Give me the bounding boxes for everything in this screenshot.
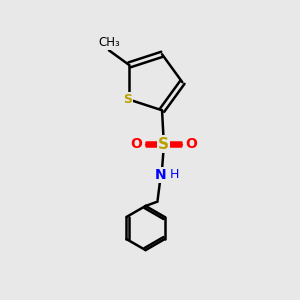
Text: O: O: [130, 137, 142, 151]
Text: S: S: [158, 136, 169, 152]
Text: H: H: [170, 168, 179, 181]
Text: S: S: [123, 93, 132, 106]
Text: N: N: [155, 168, 167, 182]
Text: CH₃: CH₃: [98, 36, 120, 49]
Text: O: O: [185, 137, 197, 151]
